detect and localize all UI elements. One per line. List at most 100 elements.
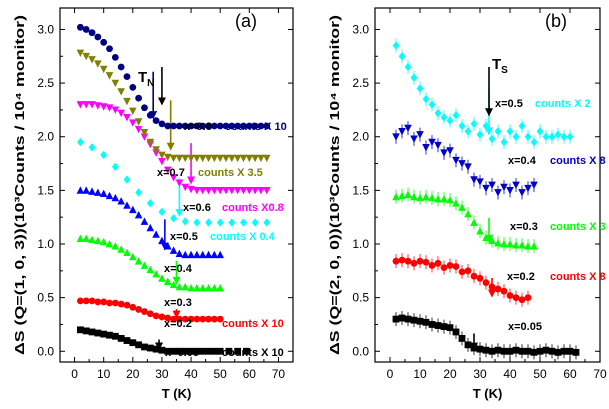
data-point (500, 287, 508, 295)
data-point (123, 337, 131, 344)
data-point (181, 250, 190, 259)
data-point (204, 250, 213, 259)
data-point (572, 348, 580, 356)
data-point (506, 186, 514, 195)
data-point (494, 238, 502, 247)
data-point (88, 328, 96, 336)
series-label: x=0.5 (170, 231, 198, 243)
data-point (404, 124, 412, 133)
data-point (100, 150, 108, 160)
series-x-0-2: x=0.2 counts X 10 (76, 297, 284, 330)
series-label: x=0.3 (510, 221, 538, 233)
data-point (416, 193, 424, 202)
data-point (111, 79, 120, 88)
data-point (506, 240, 514, 248)
data-point (205, 122, 212, 130)
data-point (251, 154, 259, 163)
data-point (175, 179, 184, 187)
data-point (482, 346, 490, 354)
data-point (134, 118, 143, 126)
data-point (117, 63, 125, 71)
x-tick-label: 20 (443, 367, 457, 381)
data-point (233, 154, 242, 163)
series-scale-label: counts X 10 (222, 347, 284, 359)
data-point (404, 257, 412, 265)
data-point (452, 328, 460, 336)
series-scale-label: counts X 8 (550, 155, 606, 167)
data-point (170, 122, 177, 130)
data-point (210, 347, 218, 355)
data-point (117, 245, 125, 253)
data-point (262, 186, 271, 195)
data-point (123, 301, 131, 309)
data-point (524, 347, 532, 355)
data-point (239, 154, 248, 163)
y-tick-label: 1.5 (352, 183, 369, 197)
data-point (106, 331, 113, 339)
data-point (181, 282, 190, 291)
data-point (530, 181, 538, 189)
plot-frame (374, 7, 601, 363)
data-point (446, 262, 454, 269)
data-point (251, 218, 259, 227)
data-point (263, 122, 271, 130)
data-point (476, 345, 484, 353)
data-point (187, 250, 195, 259)
data-point (257, 186, 265, 195)
data-point (210, 186, 219, 195)
data-point (111, 332, 119, 340)
data-point (410, 192, 418, 201)
data-point (257, 154, 265, 163)
data-point (169, 154, 178, 163)
data-point (428, 193, 436, 202)
data-point (452, 263, 460, 270)
data-point (416, 84, 424, 93)
data-point (458, 335, 466, 342)
data-point (398, 52, 406, 61)
x-tick-label: 30 (473, 367, 487, 381)
data-point (158, 158, 166, 166)
data-point (216, 283, 224, 292)
data-point (210, 154, 219, 163)
data-point (506, 127, 514, 136)
data-point (111, 299, 119, 307)
data-point (410, 73, 418, 82)
data-point (482, 184, 490, 193)
data-point (88, 143, 96, 152)
data-point (99, 189, 108, 197)
data-point (566, 347, 574, 355)
data-point (123, 201, 131, 209)
x-tick-label: 40 (503, 367, 517, 381)
data-point (243, 347, 250, 355)
data-point (99, 65, 108, 74)
data-point (163, 166, 172, 174)
transition-arrow-head (172, 310, 181, 319)
data-point (458, 121, 466, 131)
data-point (204, 154, 213, 163)
data-point (158, 151, 166, 159)
series-x-0-3: x=0.3 counts X 3 (392, 187, 606, 254)
data-point (99, 103, 108, 111)
data-point (76, 137, 84, 147)
data-point (222, 154, 230, 163)
data-point (105, 240, 114, 248)
data-point (410, 316, 418, 324)
data-point (263, 218, 271, 227)
data-point (404, 190, 412, 199)
data-point (175, 249, 184, 258)
data-point (76, 186, 85, 194)
data-point (257, 122, 265, 130)
data-point (187, 154, 195, 163)
y-tick-label: 1.0 (37, 237, 54, 251)
data-point (458, 268, 466, 276)
data-point (181, 183, 190, 192)
data-point (94, 236, 102, 245)
data-point (494, 346, 502, 354)
data-point (560, 347, 568, 355)
data-point (176, 315, 183, 323)
data-point (506, 292, 514, 299)
data-point (152, 345, 160, 353)
data-point (392, 192, 400, 201)
data-point (163, 153, 172, 162)
data-point (428, 100, 436, 109)
